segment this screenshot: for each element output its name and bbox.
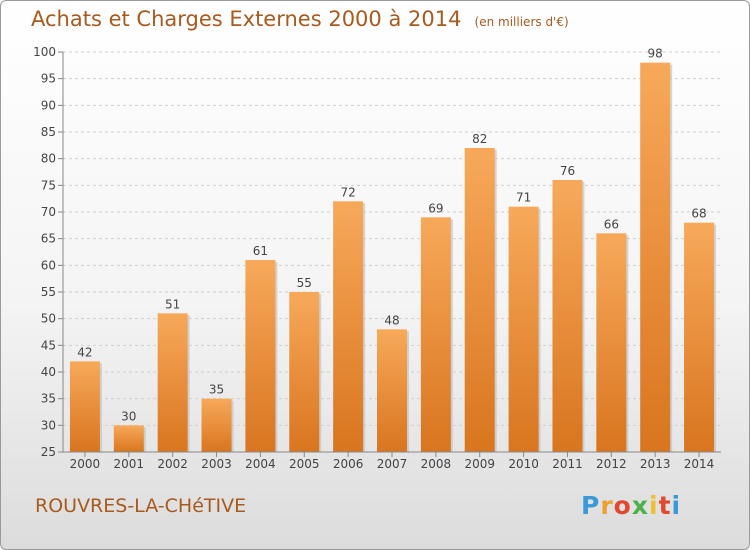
y-tick-label: 40 [41,365,56,379]
bar-2014 [684,222,715,452]
x-tick-label: 2011 [552,457,583,471]
x-tick-label: 2014 [684,457,715,471]
bar-2007 [377,329,407,452]
bar-2003 [201,398,232,452]
bar-2009 [464,148,495,452]
logo-letter: x [631,491,649,520]
bar-2005 [289,292,320,452]
y-tick-label: 60 [41,258,56,272]
x-tick-label: 2000 [70,457,101,471]
bar-value-label: 30 [121,409,136,423]
bar-2001 [113,425,144,452]
x-tick-label: 2007 [377,457,408,471]
y-tick-label: 80 [41,152,56,166]
x-tick-label: 2002 [157,457,188,471]
y-tick-label: 35 [41,392,56,406]
bar-value-label: 98 [648,47,663,61]
bar-value-label: 71 [516,191,531,205]
x-tick-label: 2013 [640,457,671,471]
chart-unit: (en milliers d'€) [474,15,569,29]
y-tick-label: 25 [41,445,56,459]
y-tick-label: 95 [41,72,56,86]
commune-name: ROUVRES-LA-CHéTIVE [35,495,247,517]
bar-2011 [552,180,583,452]
bar-value-label: 66 [604,217,619,231]
y-tick-label: 65 [41,232,56,246]
logo-letter: r [600,491,614,520]
y-tick-label: 85 [41,125,56,139]
bar-value-label: 51 [165,297,180,311]
bar-value-label: 48 [384,313,399,327]
x-tick-label: 2012 [596,457,627,471]
bar-2008 [420,217,451,452]
y-tick-label: 55 [41,285,56,299]
y-tick-label: 70 [41,205,56,219]
bar-value-label: 76 [560,164,575,178]
bar-value-label: 68 [691,207,706,221]
bar-2004 [245,260,276,452]
x-tick-label: 2003 [201,457,232,471]
logo-letter: i [649,491,659,520]
logo-letter: t [658,491,672,520]
bar-value-label: 61 [253,244,268,258]
logo-letter: P [581,491,601,520]
x-tick-label: 2010 [508,457,539,471]
y-tick-label: 30 [41,418,56,432]
bar-value-label: 42 [77,345,92,359]
bar-2012 [596,233,627,452]
x-tick-label: 2009 [464,457,495,471]
y-tick-label: 90 [41,98,56,112]
y-tick-label: 75 [41,178,56,192]
logo-letter: o [613,491,632,520]
proxiti-logo: Proxiti [581,491,681,520]
bar-value-label: 72 [340,185,355,199]
bar-2013 [640,62,671,453]
y-tick-label: 50 [41,312,56,326]
x-tick-label: 2001 [114,457,145,471]
bar-2010 [508,206,539,452]
x-tick-label: 2006 [333,457,364,471]
chart-title: Achats et Charges Externes 2000 à 2014 [31,7,462,31]
x-tick-label: 2008 [421,457,452,471]
x-tick-label: 2005 [289,457,320,471]
bar-value-label: 55 [297,276,312,290]
bar-2002 [157,313,188,452]
bar-2006 [333,201,364,452]
bar-2000 [69,361,100,452]
y-tick-label: 100 [33,45,56,59]
bar-value-label: 69 [428,201,443,215]
y-tick-label: 45 [41,338,56,352]
chart-header: Achats et Charges Externes 2000 à 2014 (… [31,7,569,31]
bar-value-label: 35 [209,383,224,397]
logo-letter: i [671,491,682,520]
bar-value-label: 82 [472,132,487,146]
x-tick-label: 2004 [245,457,276,471]
